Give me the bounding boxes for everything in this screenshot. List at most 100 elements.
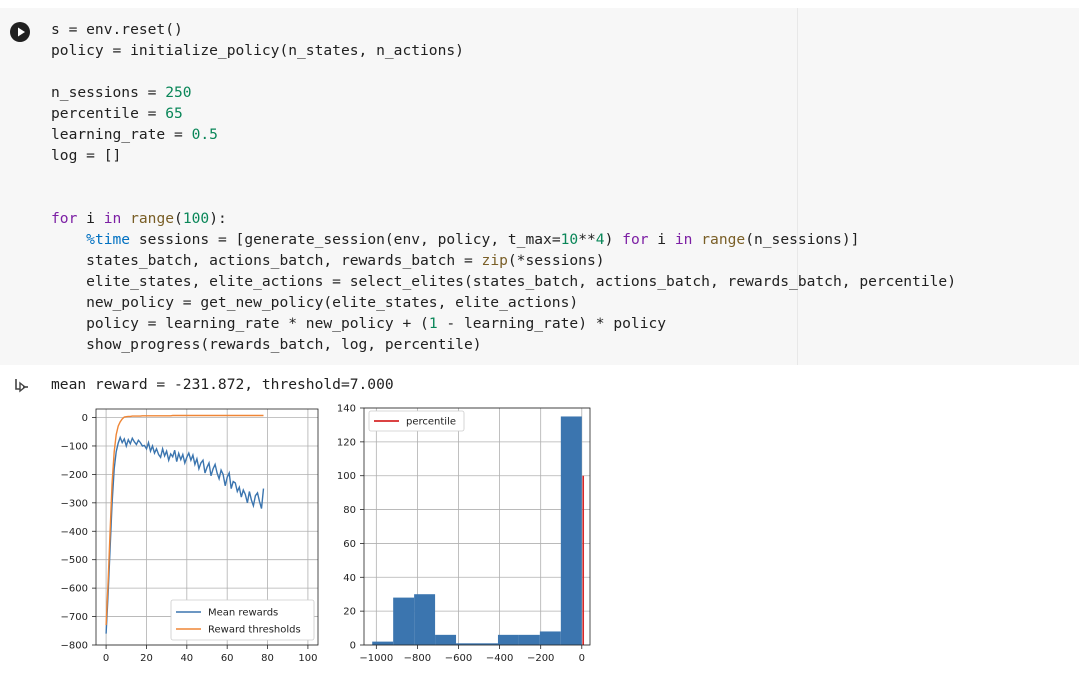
code-token: ** (578, 231, 596, 248)
histogram-bar (560, 416, 582, 645)
legend-box (170, 599, 315, 641)
code-token (51, 231, 86, 248)
code-line: for i in range(100): (51, 210, 227, 227)
histogram-bar (497, 634, 519, 645)
series-line-reward-thresholds (105, 414, 264, 626)
cell-divider (797, 8, 798, 365)
code-line: percentile = 65 (51, 105, 183, 122)
code-token: (*sessions) (507, 252, 605, 269)
tick-label-x: 0 (579, 653, 585, 664)
tick-label-y: 120 (337, 437, 356, 448)
play-icon (18, 27, 25, 37)
code-token: learning_rate = (51, 126, 192, 143)
histogram-bar (372, 641, 394, 645)
code-line: policy = initialize_policy(n_states, n_a… (51, 42, 464, 59)
code-token: 100 (182, 210, 210, 227)
tick-label-x: 0 (103, 653, 109, 664)
tick-label-y: 140 (337, 404, 356, 415)
code-token: for (51, 210, 78, 227)
tick-label-x: −800 (404, 653, 431, 664)
code-token: range (130, 210, 175, 227)
code-line: new_policy = get_new_policy(elite_states… (51, 294, 578, 311)
tick-label-x: −400 (486, 653, 513, 664)
code-token: 4 (595, 231, 605, 248)
code-cell[interactable]: s = env.reset() policy = initialize_poli… (0, 8, 1079, 365)
legend-box (368, 410, 465, 432)
tick-label-y: 20 (343, 607, 356, 618)
run-cell-button[interactable] (10, 22, 30, 42)
code-token: 65 (165, 105, 183, 122)
code-token: ) (604, 231, 623, 248)
code-token (692, 231, 701, 248)
code-line: %time sessions = [generate_session(env, … (51, 231, 859, 248)
plot-frame (95, 408, 319, 646)
code-token: elite_states, elite_actions = select_eli… (51, 273, 956, 290)
code-token: - learning_rate) * policy (437, 315, 667, 332)
code-line: states_batch, actions_batch, rewards_bat… (51, 252, 605, 269)
tick-label-x: −1000 (359, 653, 393, 664)
code-token (121, 210, 130, 227)
code-token: new_policy = get_new_policy(elite_states… (51, 294, 579, 311)
code-token: states_batch, actions_batch, rewards_bat… (51, 252, 482, 269)
code-line: learning_rate = 0.5 (51, 126, 218, 143)
tick-label-y: −500 (61, 555, 88, 566)
code-line: show_progress(rewards_batch, log, percen… (51, 336, 482, 353)
code-token: zip (481, 252, 508, 269)
output-icon[interactable] (14, 377, 30, 397)
output-arrow-icon (15, 379, 28, 393)
series-line-mean-rewards (105, 435, 265, 634)
code-token: n_sessions = (51, 84, 166, 101)
code-line: log = [] (51, 147, 121, 164)
code-token: i (77, 210, 104, 227)
legend-label: Mean rewards (208, 608, 278, 619)
code-token: ( (174, 210, 183, 227)
histogram-bar (435, 634, 457, 645)
output-text: mean reward = -231.872, threshold=7.000 (51, 376, 394, 393)
plot-frame (363, 407, 591, 646)
histogram-bar (414, 594, 436, 645)
tick-label-y: 100 (337, 471, 356, 482)
tick-label-y: −800 (61, 641, 88, 652)
code-token: sessions = [generate_session(env, policy… (130, 231, 561, 248)
tick-label-x: 100 (298, 653, 317, 664)
code-line: policy = learning_rate * new_policy + (1… (51, 315, 666, 332)
code-line: s = env.reset() (51, 21, 183, 38)
code-line: n_sessions = 250 (51, 84, 192, 101)
code-token: 1 (428, 315, 438, 332)
legend-label: percentile (406, 417, 456, 428)
code-token: 250 (165, 84, 192, 101)
tick-label-y: 40 (343, 573, 356, 584)
histogram-bar (456, 643, 477, 645)
code-token: 0.5 (191, 126, 218, 143)
tick-label-y: −400 (61, 527, 88, 538)
code-token: for (622, 231, 649, 248)
code-token: log = [] (51, 147, 122, 164)
tick-label-y: 0 (350, 641, 356, 652)
code-token: percentile = (51, 105, 166, 122)
code-token: %time (86, 231, 131, 248)
histogram-bar (477, 643, 498, 645)
tick-label-x: 60 (221, 653, 234, 664)
tick-label-x: 20 (140, 653, 153, 664)
code-token: s = env.reset() (51, 21, 183, 38)
tick-label-y: 60 (343, 539, 356, 550)
code-token: i (648, 231, 675, 248)
code-token: policy = initialize_policy(n_states, n_a… (51, 42, 464, 59)
line-chart: 0 −100 −200 −300 −400 −500 −600 −700 −800 0 20 40 60… (61, 408, 319, 664)
tick-label-y: 80 (343, 505, 356, 516)
code-token: in (674, 231, 693, 248)
histogram-bar (518, 634, 540, 645)
tick-label-y: −700 (61, 612, 88, 623)
tick-label-y: −100 (61, 441, 88, 452)
code-token: show_progress(rewards_batch, log, percen… (51, 336, 482, 353)
tick-label-y: −600 (61, 584, 88, 595)
output-figure: 0 −100 −200 −300 −400 −500 −600 −700 −800 0 20 40 60… (61, 404, 591, 664)
code-token: 10 (560, 231, 579, 248)
tick-label-x: 40 (180, 653, 193, 664)
code-editor[interactable]: s = env.reset() policy = initialize_poli… (51, 19, 956, 355)
legend-label: Reward thresholds (208, 625, 301, 636)
histogram-bar (539, 631, 561, 645)
tick-label-y: −300 (61, 498, 88, 509)
tick-label-y: −200 (61, 470, 88, 481)
code-line: elite_states, elite_actions = select_eli… (51, 273, 956, 290)
